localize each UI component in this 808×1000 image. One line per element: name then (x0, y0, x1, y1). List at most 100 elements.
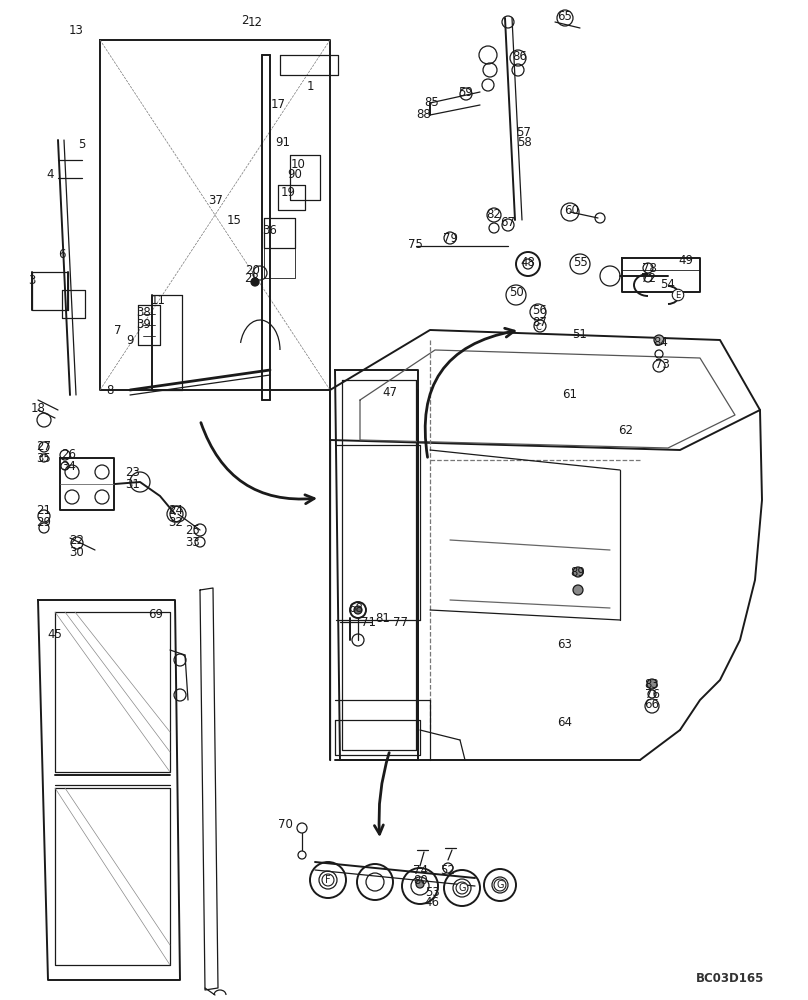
Text: 68: 68 (348, 601, 364, 614)
Text: 39: 39 (137, 318, 151, 332)
Text: 84: 84 (654, 336, 668, 349)
Text: 76: 76 (645, 688, 659, 700)
Circle shape (416, 880, 424, 888)
Text: 17: 17 (271, 99, 285, 111)
Text: 9: 9 (126, 334, 134, 347)
Text: 73: 73 (654, 358, 670, 370)
Circle shape (251, 278, 259, 286)
Text: 59: 59 (459, 87, 473, 100)
Text: 48: 48 (520, 255, 536, 268)
Text: 1: 1 (306, 81, 314, 94)
Text: 53: 53 (425, 886, 440, 898)
Text: 18: 18 (31, 401, 45, 414)
Text: 72: 72 (642, 271, 656, 284)
Text: 87: 87 (532, 316, 548, 328)
Text: 37: 37 (208, 194, 224, 207)
Text: 45: 45 (48, 629, 62, 642)
Text: 34: 34 (61, 460, 77, 474)
Text: 2: 2 (242, 13, 249, 26)
Text: BC03D165: BC03D165 (696, 972, 764, 984)
FancyArrowPatch shape (374, 753, 389, 834)
Text: 36: 36 (263, 224, 277, 236)
Text: 26: 26 (61, 448, 77, 462)
Circle shape (647, 679, 657, 689)
Text: 61: 61 (562, 387, 578, 400)
Text: F: F (325, 875, 330, 885)
Text: 67: 67 (500, 217, 516, 230)
Text: 70: 70 (278, 818, 292, 830)
Text: 77: 77 (393, 615, 407, 629)
Text: G: G (458, 883, 465, 893)
Text: 55: 55 (574, 255, 588, 268)
Text: 85: 85 (425, 97, 440, 109)
Text: 75: 75 (407, 238, 423, 251)
Text: 58: 58 (516, 136, 532, 149)
Text: 74: 74 (414, 863, 428, 876)
Text: 90: 90 (288, 168, 302, 182)
Text: 28: 28 (245, 271, 259, 284)
FancyArrowPatch shape (201, 423, 314, 504)
Text: 21: 21 (36, 504, 52, 516)
Text: G: G (496, 880, 503, 890)
Text: 12: 12 (247, 16, 263, 29)
Text: 6: 6 (58, 248, 65, 261)
Text: 4: 4 (46, 168, 54, 182)
Text: 83: 83 (645, 678, 659, 690)
Text: 49: 49 (679, 253, 693, 266)
Text: 79: 79 (443, 232, 457, 244)
Text: 31: 31 (125, 478, 141, 490)
Circle shape (654, 335, 664, 345)
Text: 3: 3 (28, 273, 36, 286)
Text: 23: 23 (125, 466, 141, 479)
Text: 11: 11 (150, 294, 166, 306)
Text: 62: 62 (618, 424, 633, 436)
Text: 30: 30 (69, 546, 84, 558)
Circle shape (573, 585, 583, 595)
Text: 8: 8 (107, 383, 114, 396)
Text: 89: 89 (570, 566, 586, 580)
Text: 15: 15 (226, 214, 242, 227)
Text: 47: 47 (382, 386, 398, 399)
Text: 35: 35 (36, 452, 52, 464)
Text: 71: 71 (360, 615, 376, 629)
Text: 52: 52 (440, 863, 456, 876)
Text: 32: 32 (169, 516, 183, 528)
Text: 51: 51 (573, 328, 587, 340)
Text: 91: 91 (276, 136, 291, 149)
Text: 50: 50 (508, 286, 524, 298)
Text: 46: 46 (424, 896, 440, 908)
Text: 80: 80 (414, 874, 428, 886)
FancyArrowPatch shape (425, 328, 514, 457)
Text: 25: 25 (186, 524, 200, 536)
Text: 13: 13 (69, 23, 83, 36)
Text: C: C (535, 322, 541, 332)
Text: 69: 69 (149, 608, 163, 621)
Text: 24: 24 (169, 504, 183, 516)
Text: 65: 65 (558, 10, 572, 23)
Text: E: E (675, 290, 680, 300)
Text: 38: 38 (137, 306, 151, 318)
Text: 82: 82 (486, 209, 502, 222)
Text: 86: 86 (512, 50, 528, 64)
Text: 29: 29 (36, 516, 52, 528)
Text: 66: 66 (645, 698, 659, 710)
Text: 27: 27 (36, 440, 52, 452)
Text: 64: 64 (558, 716, 573, 728)
Text: 54: 54 (661, 277, 675, 290)
Text: 5: 5 (78, 138, 86, 151)
Text: 88: 88 (417, 108, 431, 121)
Circle shape (573, 567, 583, 577)
Text: 22: 22 (69, 534, 85, 546)
Text: 81: 81 (376, 611, 390, 624)
Text: 10: 10 (291, 158, 305, 172)
Text: 56: 56 (532, 304, 548, 316)
Text: 33: 33 (186, 536, 200, 548)
Text: 78: 78 (642, 261, 656, 274)
Text: 60: 60 (565, 204, 579, 217)
Circle shape (354, 606, 362, 614)
Text: 7: 7 (114, 324, 122, 336)
Text: 19: 19 (280, 186, 296, 198)
Text: 63: 63 (558, 638, 572, 650)
Text: 20: 20 (246, 263, 260, 276)
Text: 57: 57 (516, 125, 532, 138)
